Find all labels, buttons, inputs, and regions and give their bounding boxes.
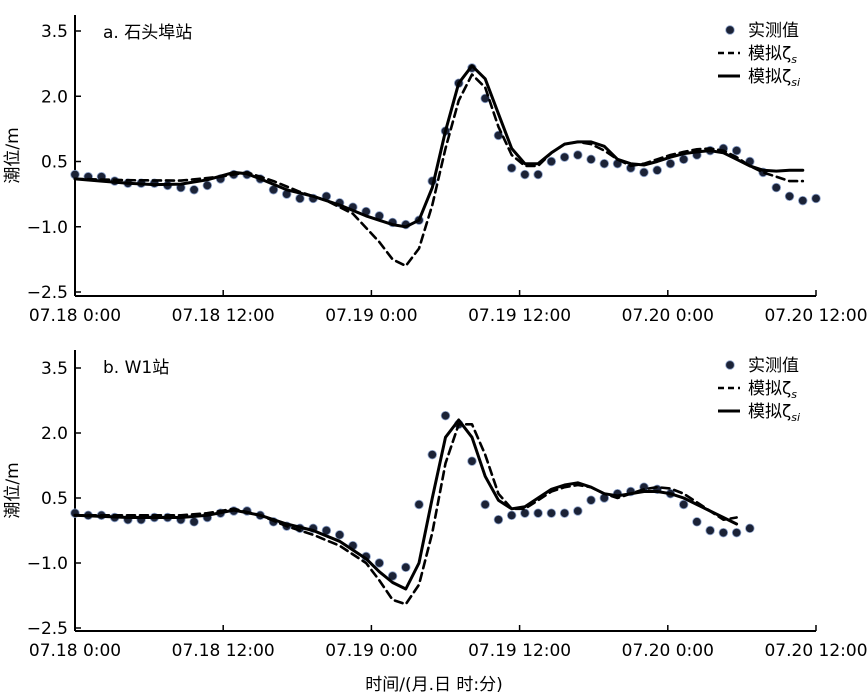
observed-point xyxy=(559,152,570,162)
y-tick-label: 3.5 xyxy=(41,22,68,42)
observed-point xyxy=(573,150,583,160)
x-tick-label: 07.20 0:00 xyxy=(622,306,714,326)
legend-marker-observed xyxy=(725,25,735,35)
x-tick-label: 07.19 0:00 xyxy=(325,641,417,661)
observed-point xyxy=(334,530,345,540)
observed-point xyxy=(599,158,609,169)
observed-point xyxy=(480,499,490,510)
y-tick-label: −2.5 xyxy=(27,619,68,639)
x-tick-label: 07.18 12:00 xyxy=(172,641,275,661)
observed-point xyxy=(731,527,742,538)
observed-point xyxy=(401,562,411,573)
legend-label-observed: 实测值 xyxy=(748,356,799,376)
panel-a: 3.5 2.0 0.5 −1.0 −2.5 07.18 0:00 07.18 12:00 07… xyxy=(3,15,868,326)
x-tick-label: 07.19 12:00 xyxy=(468,641,571,661)
simulated-zeta-s-line xyxy=(73,73,805,268)
y-tick-label: −2.5 xyxy=(27,283,68,303)
observed-point xyxy=(692,517,702,527)
x-tick-label: 07.20 12:00 xyxy=(764,641,867,661)
observed-point xyxy=(440,410,451,421)
observed-point xyxy=(652,165,662,175)
observed-point xyxy=(189,185,199,195)
observed-point xyxy=(586,154,596,165)
simulated-zeta-si-line xyxy=(73,418,739,591)
observed-point xyxy=(427,449,437,460)
observed-point xyxy=(533,508,543,518)
y-axis-label: 潮位/m xyxy=(3,127,23,183)
observed-point xyxy=(493,514,504,525)
observed-point xyxy=(467,456,477,466)
panel-title: b. W1站 xyxy=(103,358,169,378)
x-tick-label: 07.18 0:00 xyxy=(29,306,121,326)
observed-point xyxy=(506,163,517,173)
observed-point xyxy=(678,154,689,165)
observed-point xyxy=(811,193,821,204)
x-axis-label: 时间/(月.日 时:分) xyxy=(365,675,503,695)
observed-point xyxy=(533,169,543,180)
observed-point xyxy=(639,167,649,178)
legend-marker-observed xyxy=(725,360,735,370)
y-tick-label: 0.5 xyxy=(41,489,68,509)
observed-point xyxy=(414,499,424,510)
observed-point xyxy=(546,508,557,518)
observed-point xyxy=(784,191,795,202)
x-tick-label: 07.20 0:00 xyxy=(622,641,714,661)
y-tick-label: −1.0 xyxy=(27,554,68,574)
panel-b: 3.5 2.0 0.5 −1.0 −2.507.18 0:00 07.18 12:00 07… xyxy=(3,350,868,661)
y-tick-label: 2.0 xyxy=(41,424,68,444)
observed-point xyxy=(506,510,517,521)
observed-point xyxy=(374,558,385,568)
observed-point xyxy=(546,156,557,167)
legend-label-zeta-si: 模拟ζsi xyxy=(748,402,800,424)
x-tick-label: 07.20 12:00 xyxy=(764,306,867,326)
observed-point xyxy=(573,506,583,516)
x-tick-label: 07.18 12:00 xyxy=(172,306,275,326)
observed-point xyxy=(798,195,808,206)
observed-point xyxy=(665,158,676,169)
observed-point xyxy=(520,508,530,518)
x-tick-label: 07.19 12:00 xyxy=(468,306,571,326)
y-tick-label: 0.5 xyxy=(41,153,68,173)
observed-point xyxy=(771,182,782,193)
legend-label-zeta-s: 模拟ζs xyxy=(748,44,797,66)
simulated-zeta-s-line xyxy=(73,423,738,606)
observed-point xyxy=(705,525,715,536)
observed-point xyxy=(520,169,530,180)
legend-label-observed: 实测值 xyxy=(748,21,799,41)
observed-point xyxy=(731,145,742,156)
observed-point xyxy=(718,527,729,538)
y-tick-label: 3.5 xyxy=(41,359,68,379)
legend-label-zeta-s: 模拟ζs xyxy=(748,379,797,401)
observed-point xyxy=(387,571,398,581)
y-axis-label: 潮位/m xyxy=(3,462,23,518)
panel-title: a. 石头埠站 xyxy=(103,23,192,43)
simulated-zeta-si-line xyxy=(73,64,805,229)
legend-label-zeta-si: 模拟ζsi xyxy=(748,67,800,89)
y-tick-label: 2.0 xyxy=(41,87,68,107)
observed-point xyxy=(202,180,213,191)
observed-point xyxy=(295,193,305,204)
observed-point xyxy=(678,499,689,510)
observed-point xyxy=(745,523,755,534)
x-tick-label: 07.18 0:00 xyxy=(29,641,121,661)
observed-point xyxy=(559,508,570,518)
observed-point xyxy=(586,495,596,505)
y-tick-label: −1.0 xyxy=(27,218,68,238)
observed-point xyxy=(189,517,199,527)
x-tick-label: 07.19 0:00 xyxy=(325,306,417,326)
